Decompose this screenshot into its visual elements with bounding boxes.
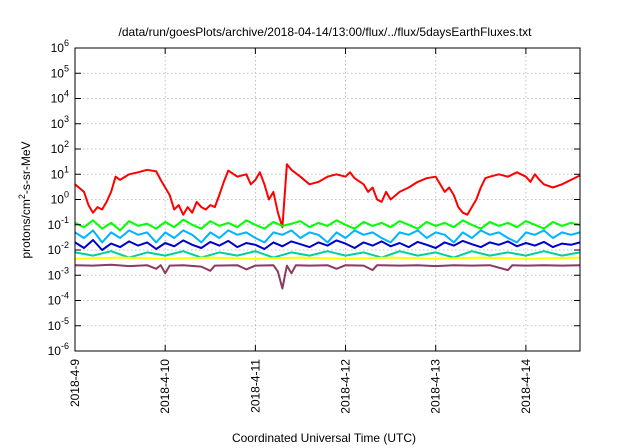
y-tick-label-base: 10 [51,92,65,106]
y-tick-label-base: 10 [48,319,62,333]
x-tick-label: 2018-4-9 [68,359,82,407]
series-line-3 [74,229,581,244]
y-tick-label-base: 10 [48,344,62,358]
x-tick-label: 2018-4-12 [339,359,353,414]
y-axis-label: protons/cm2-s-sr-MeV [17,141,33,258]
y-tick-label: 106 [51,38,69,55]
series-group [74,163,581,290]
y-tick-label: 10-4 [48,291,69,308]
y-tick-label: 10-3 [48,265,69,282]
y-tick-label-base: 10 [51,41,65,55]
y-tick-label-base: 10 [48,294,62,308]
x-tick-label: 2018-4-10 [158,359,172,414]
y-tick-label: 105 [51,63,69,80]
y-tick-label-exponent: -6 [61,341,69,351]
y-tick-label-base: 10 [51,117,65,131]
y-tick-label: 103 [51,114,69,131]
y-tick-label-exponent: 3 [64,114,69,124]
y-tick-label-base: 10 [48,268,62,282]
series-line-5 [74,250,581,259]
x-tick-label: 2018-4-14 [519,359,533,414]
y-tick-label-exponent: 5 [64,63,69,73]
y-tick-label: 10-1 [48,215,69,232]
x-tick-label: 2018-4-11 [248,359,262,413]
y-tick-label: 10-6 [48,341,69,358]
series-line-4 [74,239,581,251]
chart-title: /data/run/goesPlots/archive/2018-04-14/1… [119,25,533,39]
y-tick-label-exponent: 2 [64,139,69,149]
grid [75,48,580,351]
y-tick-label-exponent: 0 [64,190,69,200]
x-tick-label: 2018-4-13 [429,359,443,414]
y-tick-label-exponent: -4 [61,291,69,301]
y-tick-label: 10-2 [48,240,69,257]
y-tick-label: 104 [51,89,69,106]
x-axis-label: Coordinated Universal Time (UTC) [232,431,416,445]
y-tick-label-base: 10 [51,142,65,156]
y-axis-label-superscript: 2 [17,194,27,199]
series-line-1 [74,163,581,229]
y-axis-label-suffix: -s-sr-MeV [19,141,33,194]
series-line-7 [74,263,581,290]
y-tick-label: 100 [51,190,69,207]
y-tick-label-base: 10 [48,243,62,257]
y-tick-label-exponent: -3 [61,265,69,275]
series-line-2 [74,218,581,232]
y-tick-label-exponent: 6 [64,38,69,48]
y-tick-label-exponent: 4 [64,89,69,99]
y-axis-label-prefix: protons/cm [19,199,33,258]
y-tick-label: 101 [51,164,69,181]
series-line-6 [74,256,581,260]
y-tick-label-exponent: -5 [61,316,69,326]
y-tick-label-base: 10 [51,193,65,207]
y-tick-label-base: 10 [51,66,65,80]
y-tick-label: 102 [51,139,69,156]
y-tick-label-exponent: -1 [61,215,69,225]
y-tick-label-exponent: -2 [61,240,69,250]
y-tick-label: 10-5 [48,316,69,333]
y-tick-label-base: 10 [48,218,62,232]
y-tick-label-base: 10 [51,167,65,181]
y-tick-label-exponent: 1 [64,164,69,174]
axes: 10-610-510-410-310-210-11001011021031041… [48,38,580,414]
